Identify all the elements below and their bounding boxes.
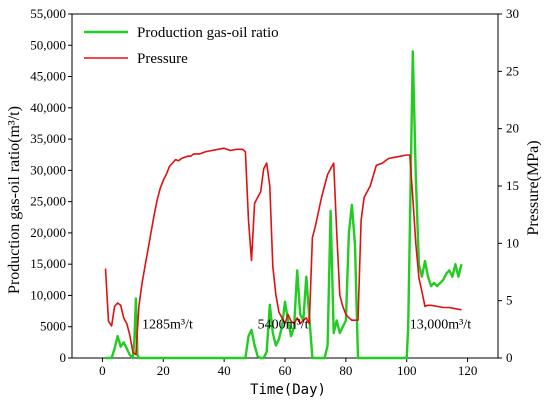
y-left-tick-label: 45,000 [30, 69, 66, 84]
annotation-label: 13,000m³/t [410, 318, 471, 333]
y-left-tick-label: 55,000 [30, 6, 66, 21]
annotation-layer: 1285m³/t 5400m³/t 13,000m³/t [142, 318, 471, 333]
y-right-tick-label: 10 [506, 235, 519, 250]
annotation-label: 5400m³/t [258, 318, 309, 333]
tick-layer: 0 5000 10,000 15,000 20,000 25,000 30,000 35,00… [30, 6, 519, 378]
y-left-tick-label: 25,000 [30, 194, 66, 209]
y-left-tick-label: 15,000 [30, 256, 66, 271]
y-right-tick-label: 30 [506, 6, 519, 21]
y-left-tick-label: 50,000 [30, 37, 66, 52]
x-tick-label: 120 [458, 363, 478, 378]
x-tick-label: 20 [157, 363, 170, 378]
y-left-tick-label: 40,000 [30, 100, 66, 115]
y-right-tick-label: 25 [506, 63, 519, 78]
x-tick-label: 80 [339, 363, 352, 378]
series-layer [104, 50, 463, 360]
x-axis-title: Time(Day) [250, 382, 326, 398]
legend: Production gas-oil ratio Pressure [84, 25, 279, 67]
x-tick-label: 60 [279, 363, 292, 378]
y-left-tick-label: 20,000 [30, 225, 66, 240]
y-left-tick-label: 30,000 [30, 162, 66, 177]
x-tick-label: 0 [99, 363, 106, 378]
y-right-tick-label: 5 [506, 293, 513, 308]
y-right-tick-label: 15 [506, 178, 519, 193]
y-axis-left-title: Production gas-oil ratio(m³/t) [6, 106, 23, 294]
y-left-tick-label: 0 [60, 350, 67, 365]
annotation-label: 1285m³/t [142, 318, 193, 333]
legend-label-gas-oil-ratio: Production gas-oil ratio [137, 25, 279, 41]
legend-label-pressure: Pressure [137, 51, 188, 67]
x-tick-label: 40 [218, 363, 231, 378]
y-left-tick-label: 5000 [40, 319, 66, 334]
y-right-tick-label: 20 [506, 121, 519, 136]
series-line-pressure [104, 147, 462, 356]
y-left-tick-label: 35,000 [30, 131, 66, 146]
y-left-tick-label: 10,000 [30, 287, 66, 302]
y-axis-right-title: Pressure(MPa) [525, 140, 542, 235]
y-right-tick-label: 0 [506, 350, 513, 365]
x-tick-label: 100 [397, 363, 417, 378]
